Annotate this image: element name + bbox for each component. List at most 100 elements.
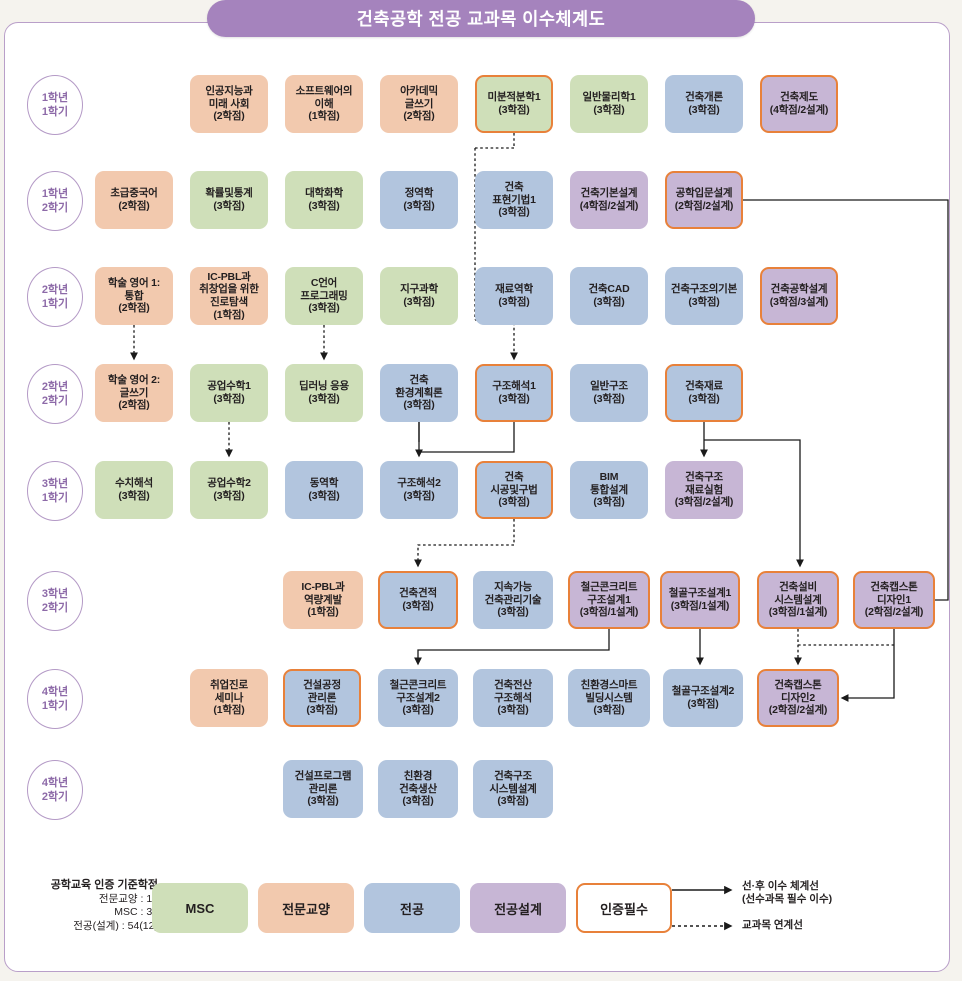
course-box-c32[interactable]: 구조해석2 (3학점) xyxy=(380,461,458,519)
semester-term: 1학기 xyxy=(41,106,69,118)
legend-swatch-label: MSC xyxy=(185,900,215,916)
course-line-1: 건축 xyxy=(409,374,429,387)
course-box-c15[interactable]: IC-PBL과 취창업을 위한 진로탐색 (1학점) xyxy=(190,267,268,325)
course-line-1: 친환경 xyxy=(403,770,433,783)
course-box-c26[interactable]: 구조해석1 (3학점) xyxy=(475,364,553,422)
course-line-2: 디자인2 xyxy=(780,691,816,704)
course-line-1: 공업수학1 xyxy=(207,380,251,393)
course-box-c43[interactable]: 취업진로 세미나 (1학점) xyxy=(190,669,268,727)
course-line-2: 관리론 xyxy=(308,782,338,795)
course-box-c33[interactable]: 건축 시공및구법 (3학점) xyxy=(475,461,553,519)
course-line-1: 건축구조 xyxy=(685,471,723,484)
course-box-c6[interactable]: 건축제도 (4학점/2설계) xyxy=(760,75,838,133)
course-box-c41[interactable]: 건축설비 시스템설계 (3학점/1설계) xyxy=(757,571,839,629)
course-box-c7[interactable]: 초급중국어 (2학점) xyxy=(95,171,173,229)
course-line-1: 학술 영어 2: xyxy=(107,374,161,387)
course-line-2: 빌딩시스템 xyxy=(585,691,633,704)
course-box-c37[interactable]: 건축견적 (3학점) xyxy=(378,571,458,629)
semester-badge-y1s2: 1학년 2학기 xyxy=(27,171,83,231)
course-line-1: 건축 xyxy=(504,471,524,484)
semester-year: 1학년 xyxy=(41,188,69,200)
course-box-c2[interactable]: 아카데믹 글쓰기 (2학점) xyxy=(380,75,458,133)
semester-badge-y3s1: 3학년 1학기 xyxy=(27,461,83,521)
course-box-c8[interactable]: 확률및통계 (3학점) xyxy=(190,171,268,229)
course-box-c40[interactable]: 철골구조설계1 (3학점/1설계) xyxy=(660,571,740,629)
course-box-c46[interactable]: 건축전산 구조해석 (3학점) xyxy=(473,669,553,727)
course-line-1: 취업진로 xyxy=(210,679,248,692)
course-box-c38[interactable]: 지속가능 건축관리기술 (3학점) xyxy=(473,571,553,629)
course-line-1: 건축 xyxy=(504,181,524,194)
course-line-1: 건축재료 xyxy=(685,380,723,393)
semester-badge-y4s2: 4학년 2학기 xyxy=(27,760,83,820)
course-box-c12[interactable]: 건축기본설계 (4학점/2설계) xyxy=(570,171,648,229)
course-box-c3[interactable]: 미분적분학1 (3학점) xyxy=(475,75,553,133)
legend-dotted-label: 교과목 연계선 xyxy=(742,919,803,932)
course-line-3: (3학점) xyxy=(593,496,625,509)
course-line-2: 관리론 xyxy=(307,691,337,704)
course-box-c9[interactable]: 대학화학 (3학점) xyxy=(285,171,363,229)
course-line-1: 대학화학 xyxy=(305,187,343,200)
course-box-c19[interactable]: 건축CAD (3학점) xyxy=(570,267,648,325)
course-line-1: 건축기본설계 xyxy=(580,187,638,200)
course-line-2: 표현기법1 xyxy=(492,193,536,206)
course-box-c30[interactable]: 공업수학2 (3학점) xyxy=(190,461,268,519)
course-box-c18[interactable]: 재료역학 (3학점) xyxy=(475,267,553,325)
course-line-1: 지구과학 xyxy=(400,283,438,296)
course-box-c28[interactable]: 건축재료 (3학점) xyxy=(665,364,743,422)
course-line-1: 건축견적 xyxy=(399,587,437,600)
course-box-c23[interactable]: 공업수학1 (3학점) xyxy=(190,364,268,422)
course-box-c11[interactable]: 건축 표현기법1 (3학점) xyxy=(475,171,553,229)
course-box-c14[interactable]: 학술 영어 1: 통합 (2학점) xyxy=(95,267,173,325)
course-box-c22[interactable]: 학술 영어 2: 글쓰기 (2학점) xyxy=(95,364,173,422)
course-box-c35[interactable]: 건축구조 재료실험 (3학점/2설계) xyxy=(665,461,743,519)
course-box-c21[interactable]: 건축공학설계 (3학점/3설계) xyxy=(760,267,838,325)
course-line-2: 글쓰기 xyxy=(119,386,149,399)
semester-term: 1학기 xyxy=(41,492,69,504)
course-box-c39[interactable]: 철근콘크리트 구조설계1 (3학점/1설계) xyxy=(568,571,650,629)
course-box-c4[interactable]: 일반물리학1 (3학점) xyxy=(570,75,648,133)
course-line-1: 친환경스마트 xyxy=(580,679,638,692)
course-line-1: 건축캡스톤 xyxy=(870,581,918,594)
course-box-c10[interactable]: 정역학 (3학점) xyxy=(380,171,458,229)
course-box-c16[interactable]: C언어 프로그래밍 (3학점) xyxy=(285,267,363,325)
course-line-3: (3학점) xyxy=(308,302,340,315)
course-box-c48[interactable]: 철골구조설계2 (3학점) xyxy=(663,669,743,727)
course-box-c20[interactable]: 건축구조의기본 (3학점) xyxy=(665,267,743,325)
course-line-3: (3학점) xyxy=(497,704,529,717)
course-box-c34[interactable]: BIM 통합설계 (3학점) xyxy=(570,461,648,519)
course-box-c24[interactable]: 딥러닝 응용 (3학점) xyxy=(285,364,363,422)
legend-solid-line2: (선수과목 필수 이수) xyxy=(742,893,833,905)
semester-year: 4학년 xyxy=(41,777,69,789)
course-line-2: 구조해석 xyxy=(494,691,532,704)
course-line-1: 철골구조설계1 xyxy=(668,587,732,600)
course-box-c17[interactable]: 지구과학 (3학점) xyxy=(380,267,458,325)
course-line-2: 시스템설계 xyxy=(489,782,537,795)
course-box-c42[interactable]: 건축캡스톤 디자인1 (2학점/2설계) xyxy=(853,571,935,629)
legend-credits-header: 공학교육 인증 기준학점 xyxy=(50,879,158,891)
course-line-2: (3학점/1설계) xyxy=(670,600,730,612)
course-box-c0[interactable]: 인공지능과 미래 사회 (2학점) xyxy=(190,75,268,133)
course-box-c31[interactable]: 동역학 (3학점) xyxy=(285,461,363,519)
course-box-c44[interactable]: 건설공정 관리론 (3학점) xyxy=(283,669,361,727)
course-line-3: (1학점) xyxy=(213,308,245,321)
course-box-c25[interactable]: 건축 환경계획론 (3학점) xyxy=(380,364,458,422)
course-box-c5[interactable]: 건축개론 (3학점) xyxy=(665,75,743,133)
course-line-3: (3학점) xyxy=(306,704,338,717)
course-box-c27[interactable]: 일반구조 (3학점) xyxy=(570,364,648,422)
course-box-c45[interactable]: 철근콘크리트 구조설계2 (3학점) xyxy=(378,669,458,727)
course-box-c47[interactable]: 친환경스마트 빌딩시스템 (3학점) xyxy=(568,669,650,727)
course-box-c1[interactable]: 소프트웨어의 이해 (1학점) xyxy=(285,75,363,133)
course-line-1: 건축설비 xyxy=(779,581,817,594)
semester-year: 3학년 xyxy=(41,588,69,600)
course-box-c49[interactable]: 건축캡스톤 디자인2 (2학점/2설계) xyxy=(757,669,839,727)
course-line-1: 구조해석1 xyxy=(492,380,536,393)
course-box-c50[interactable]: 건설프로그램 관리론 (3학점) xyxy=(283,760,363,818)
legend-dotted-line1: 교과목 연계선 xyxy=(742,919,803,931)
course-box-c13[interactable]: 공학입문설계 (2학점/2설계) xyxy=(665,171,743,229)
course-line-3: (1학점) xyxy=(307,606,339,619)
course-box-c51[interactable]: 친환경 건축생산 (3학점) xyxy=(378,760,458,818)
course-line-2: (3학점) xyxy=(403,296,435,308)
course-box-c52[interactable]: 건축구조 시스템설계 (3학점) xyxy=(473,760,553,818)
course-box-c29[interactable]: 수치해석 (3학점) xyxy=(95,461,173,519)
course-box-c36[interactable]: IC-PBL과 역량계발 (1학점) xyxy=(283,571,363,629)
